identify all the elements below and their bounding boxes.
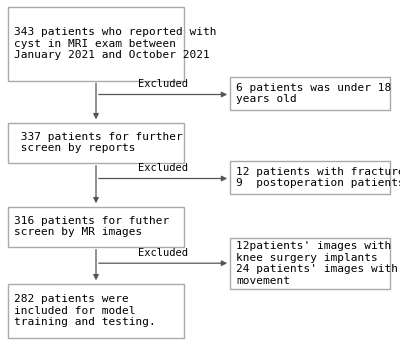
FancyBboxPatch shape bbox=[230, 161, 390, 194]
Text: Excluded: Excluded bbox=[138, 247, 188, 258]
FancyBboxPatch shape bbox=[230, 77, 390, 110]
FancyBboxPatch shape bbox=[8, 206, 184, 247]
Text: 6 patients was under 18
years old: 6 patients was under 18 years old bbox=[236, 83, 391, 104]
Text: 282 patients were
included for model
training and testing.: 282 patients were included for model tra… bbox=[14, 294, 156, 327]
Text: 343 patients who reported with
cyst in MRI exam between
January 2021 and October: 343 patients who reported with cyst in M… bbox=[14, 27, 216, 60]
FancyBboxPatch shape bbox=[8, 122, 184, 163]
Text: Excluded: Excluded bbox=[138, 163, 188, 173]
Text: 12 patients with fracture
9  postoperation patients: 12 patients with fracture 9 postoperatio… bbox=[236, 167, 400, 188]
Text: 337 patients for further
 screen by reports: 337 patients for further screen by repor… bbox=[14, 132, 183, 153]
Text: Excluded: Excluded bbox=[138, 79, 188, 89]
FancyBboxPatch shape bbox=[230, 238, 390, 289]
Text: 12patients' images with
knee surgery implants
24 patients' images with
movement: 12patients' images with knee surgery imp… bbox=[236, 241, 398, 286]
Text: 316 patients for futher
screen by MR images: 316 patients for futher screen by MR ima… bbox=[14, 216, 169, 237]
FancyBboxPatch shape bbox=[8, 7, 184, 80]
FancyBboxPatch shape bbox=[8, 284, 184, 338]
